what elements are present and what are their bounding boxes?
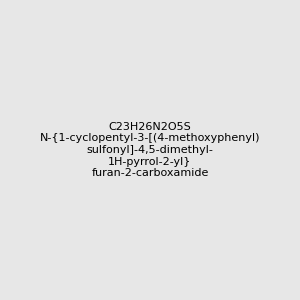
Text: C23H26N2O5S
N-{1-cyclopentyl-3-[(4-methoxyphenyl)
sulfonyl]-4,5-dimethyl-
1H-pyr: C23H26N2O5S N-{1-cyclopentyl-3-[(4-metho… [40,122,260,178]
